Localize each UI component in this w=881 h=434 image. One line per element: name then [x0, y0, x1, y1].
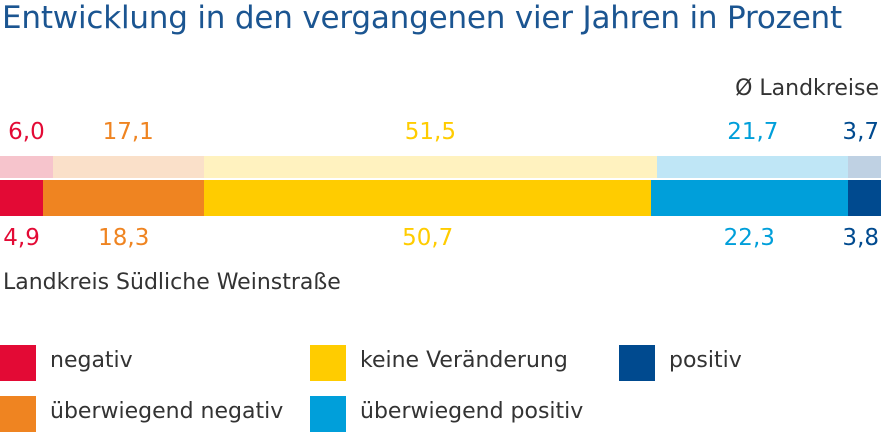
average-bar-positiv [848, 156, 881, 178]
legend-swatch [310, 345, 346, 381]
average-value-negativ: 6,0 [8, 119, 45, 145]
average-bar-ueberwiegend-positiv [657, 156, 849, 178]
average-value-positiv: 3,7 [842, 119, 880, 145]
average-bar-negativ [0, 156, 54, 178]
district-value-keine-veraenderung: 50,7 [402, 225, 454, 251]
legend-label: keine Veränderung [360, 348, 568, 373]
legend-swatch [0, 396, 36, 432]
average-value-keine-veraenderung: 51,5 [404, 119, 456, 145]
legend-swatch [619, 345, 655, 381]
legend-swatch [310, 396, 346, 432]
district-bar-ueberwiegend-negativ [43, 180, 205, 216]
chart-title: Entwicklung in den vergangenen vier Jahr… [2, 0, 842, 36]
district-bar-ueberwiegend-positiv [651, 180, 848, 216]
district-value-ueberwiegend-positiv: 22,3 [723, 225, 775, 251]
average-value-ueberwiegend-negativ: 17,1 [102, 119, 154, 145]
district-value-negativ: 4,9 [3, 225, 40, 251]
average-bar-keine-veraenderung [203, 156, 658, 178]
legend-label: überwiegend negativ [50, 399, 284, 424]
legend-label: positiv [669, 348, 742, 373]
district-bar-keine-veraenderung [204, 180, 652, 216]
legend-label: überwiegend positiv [360, 399, 584, 424]
average-bar-ueberwiegend-negativ [52, 156, 204, 178]
legend-swatch [0, 345, 36, 381]
district-series-label: Landkreis Südliche Weinstraße [3, 270, 341, 295]
district-bar-negativ [0, 180, 44, 216]
legend-label: negativ [50, 348, 133, 373]
district-bar-positiv [847, 180, 881, 216]
district-value-ueberwiegend-negativ: 18,3 [98, 225, 150, 251]
district-value-positiv: 3,8 [842, 225, 880, 251]
average-value-ueberwiegend-positiv: 21,7 [727, 119, 779, 145]
average-series-label: Ø Landkreise [735, 76, 879, 101]
